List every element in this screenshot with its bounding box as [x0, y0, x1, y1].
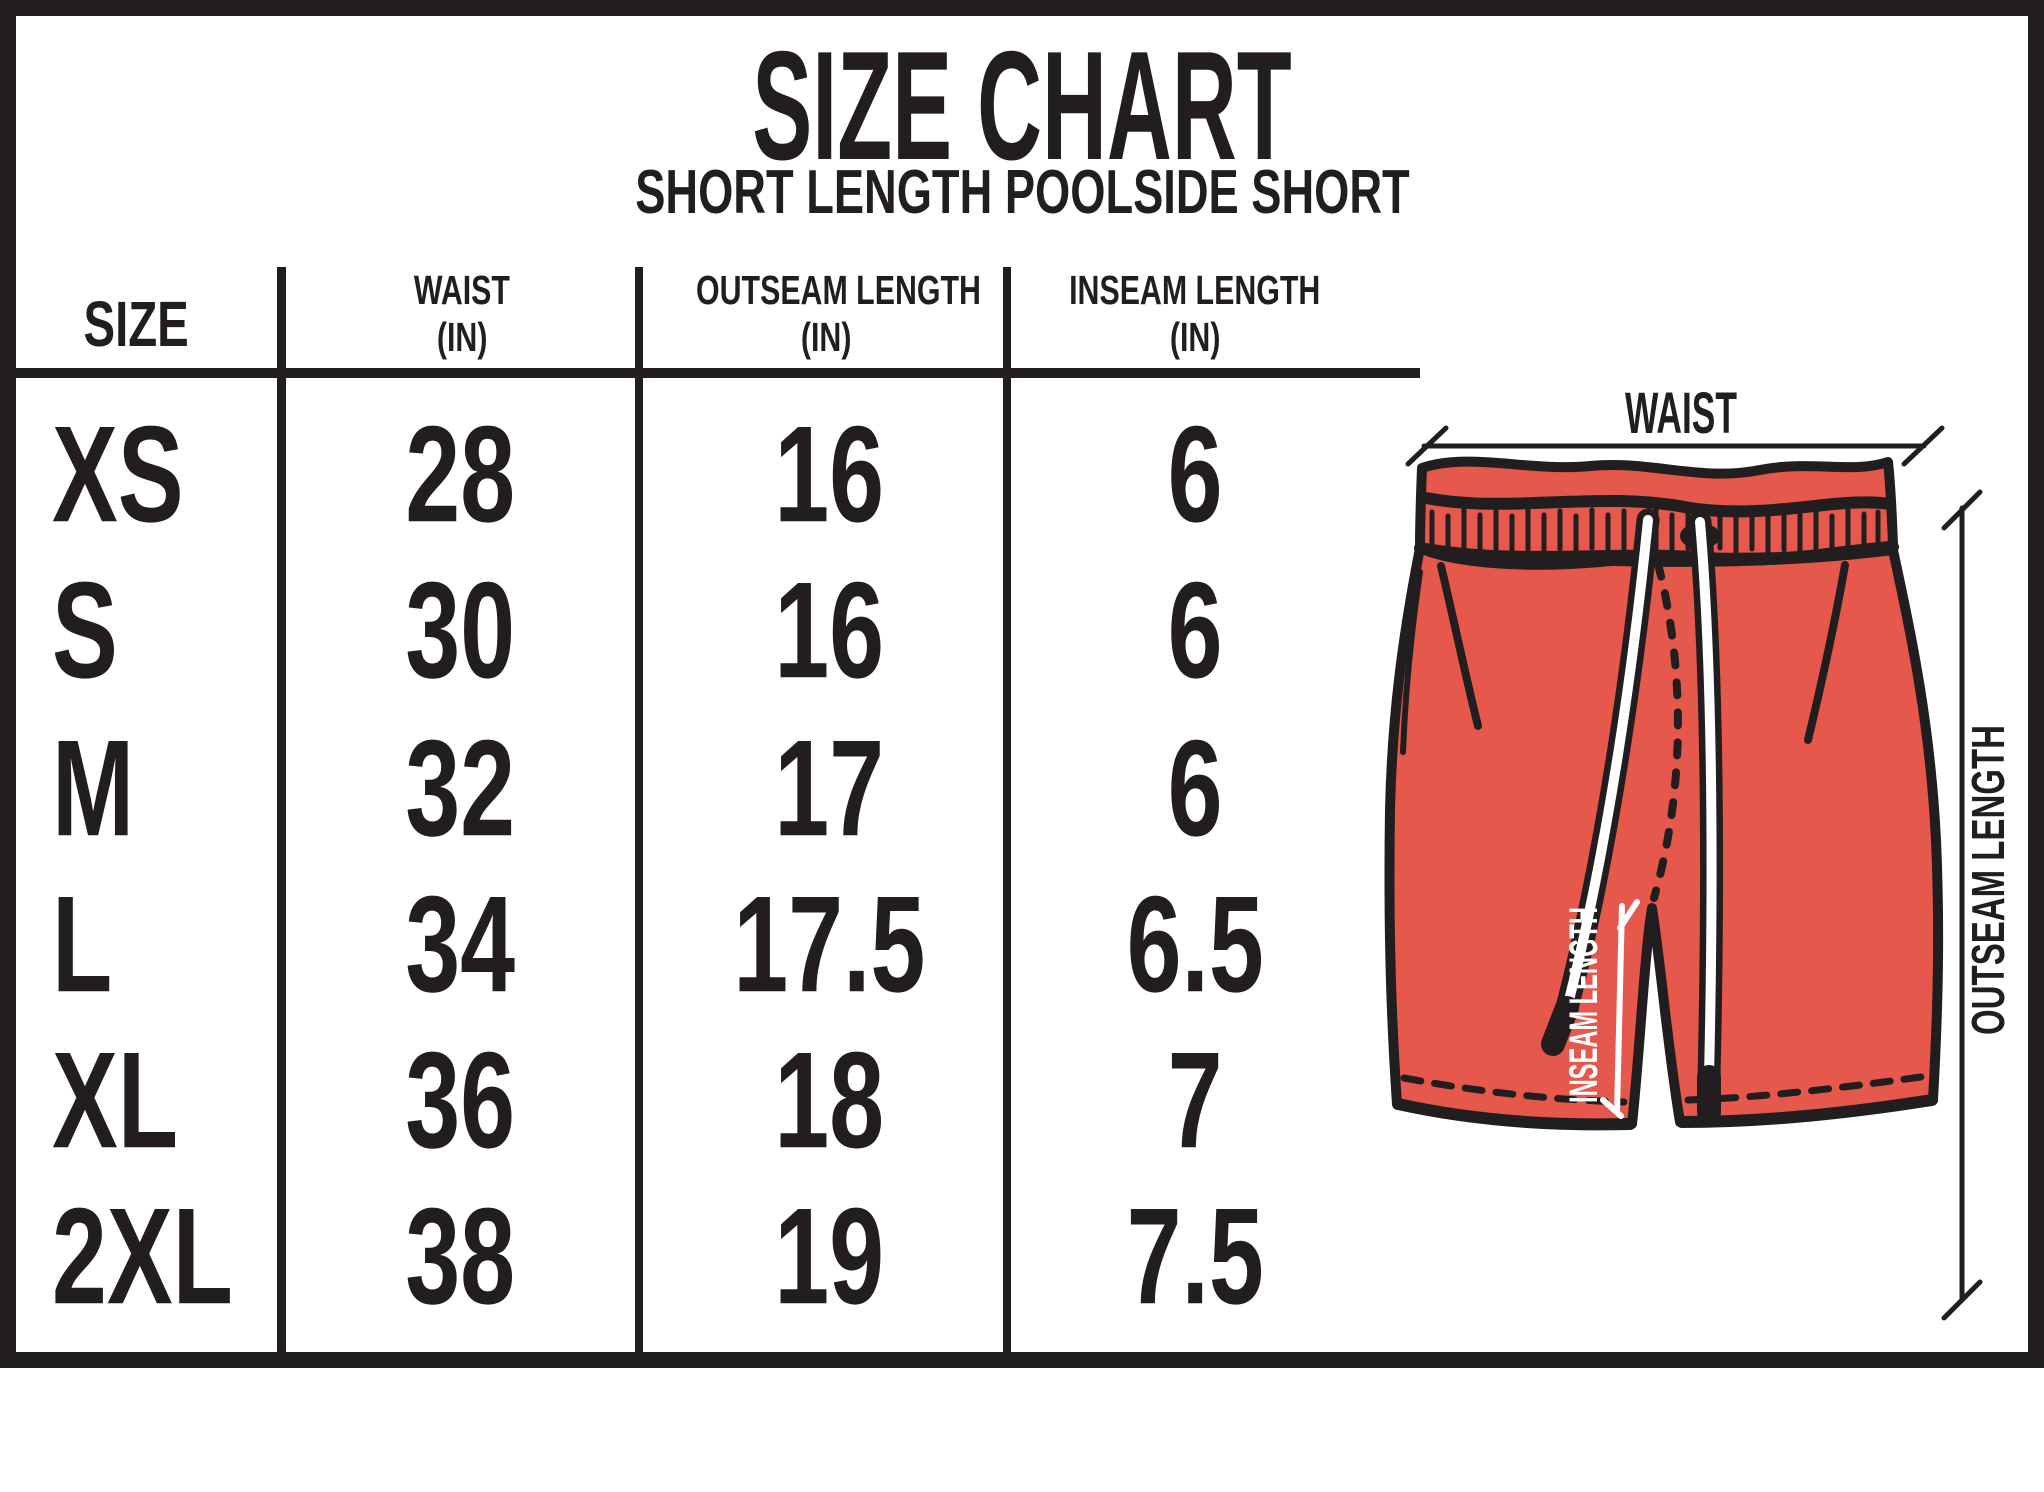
shorts-illustration [1384, 456, 1944, 1130]
column-header-outseam-label: OUTSEAM LENGTH [696, 267, 981, 313]
size-value: L [52, 868, 113, 1022]
column-header-inseam-unit: (IN) [1169, 314, 1221, 360]
shorts-diagram: WAIST OUTSEAM LENGTH INSEAM LENGTH [1384, 381, 2014, 1321]
size-value: XL [52, 1024, 179, 1178]
outseam-dimension-line [1941, 489, 1983, 1321]
waist-value: 34 [405, 868, 515, 1022]
size-value: XS [52, 398, 184, 552]
outseam-value: 16 [774, 398, 885, 552]
column-header-waist: WAIST (IN) [289, 267, 635, 361]
waist-dimension-line [1405, 425, 1945, 467]
outseam-value: 17.5 [733, 868, 926, 1022]
column-header-waist-label: WAIST [413, 267, 511, 313]
waist-value: 38 [405, 1180, 515, 1334]
column-header-outseam-unit: (IN) [800, 314, 852, 360]
shorts-body [1384, 543, 1944, 1130]
column-header-inseam-label: INSEAM LENGTH [1069, 267, 1321, 313]
waist-value: 30 [405, 554, 515, 708]
size-value: 2XL [52, 1180, 233, 1334]
inseam-value: 6 [1167, 398, 1223, 552]
outseam-value: 16 [774, 554, 885, 708]
waist-value: 36 [405, 1024, 515, 1178]
outseam-value: 17 [774, 712, 885, 866]
size-value: S [52, 554, 118, 708]
dimension-annotations [1405, 425, 1983, 1321]
column-divider-1 [277, 267, 286, 1352]
column-divider-2 [635, 267, 643, 1352]
outseam-label: OUTSEAM LENGTH [1962, 725, 2014, 1035]
inseam-value: 6.5 [1126, 868, 1264, 1022]
waist-label: WAIST [1625, 381, 1737, 446]
page-subtitle: SHORT LENGTH POOLSIDE SHORT [634, 158, 1410, 227]
shorts-details [1392, 492, 1938, 1131]
inseam-value: 7.5 [1126, 1180, 1264, 1334]
column-header-size: SIZE [83, 288, 189, 360]
column-header-waist-unit: (IN) [436, 314, 488, 360]
page-title: SIZE CHART [752, 19, 1292, 192]
waist-value: 32 [405, 712, 515, 866]
inseam-value: 6 [1167, 712, 1223, 866]
size-value: M [52, 712, 135, 866]
waist-value: 28 [405, 398, 515, 552]
outseam-value: 18 [774, 1024, 885, 1178]
outseam-value: 19 [774, 1180, 885, 1334]
column-divider-3 [1003, 267, 1011, 1352]
header-divider [0, 368, 1420, 378]
inseam-label: INSEAM LENGTH [1562, 907, 1606, 1103]
column-header-inseam: INSEAM LENGTH (IN) [1010, 267, 1380, 361]
column-header-outseam: OUTSEAM LENGTH (IN) [646, 267, 1006, 361]
chart-border [0, 0, 2044, 1368]
inseam-value: 7 [1167, 1024, 1223, 1178]
inseam-dimension-line [1600, 899, 1640, 1119]
inseam-value: 6 [1167, 554, 1223, 708]
